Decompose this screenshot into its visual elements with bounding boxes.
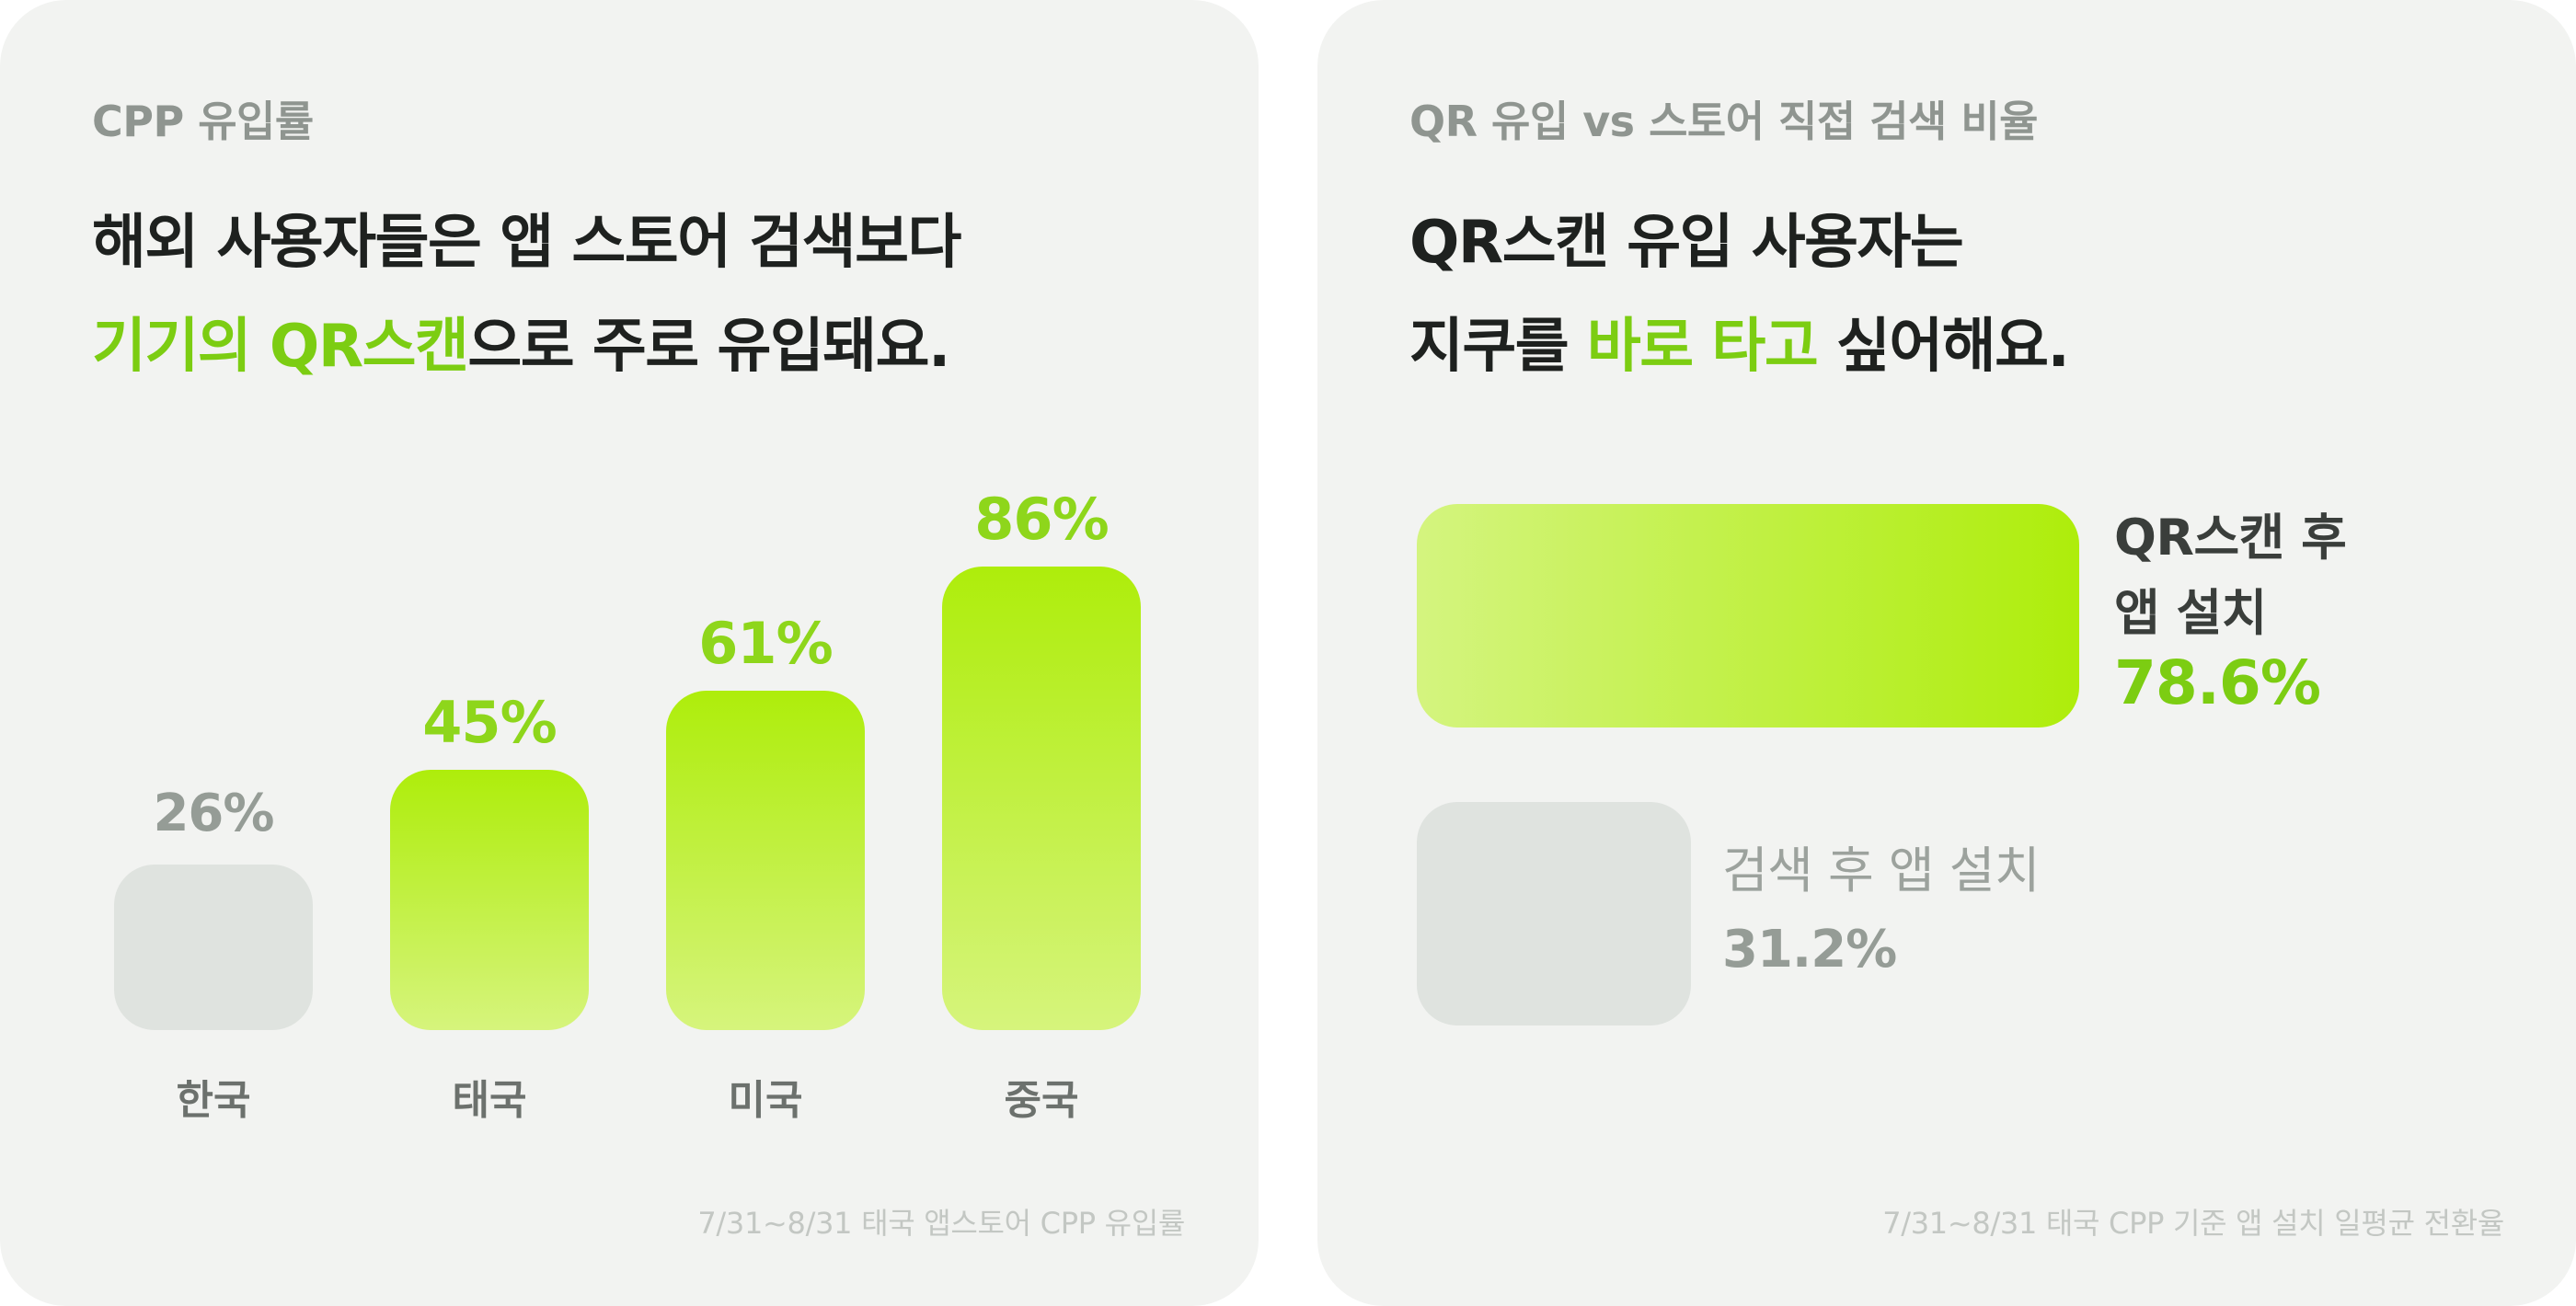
category-label-1: 한국 xyxy=(176,1077,251,1124)
value-search-install: 31.2% xyxy=(1722,920,1897,980)
category-label-4: 중국 xyxy=(1004,1077,1079,1124)
headline-accent: 바로 타고 xyxy=(1586,313,1819,381)
label-qr-install-line-2: 앱 설치 xyxy=(2114,584,2267,642)
qr-vs-search-card: QR 유입 vs 스토어 직접 검색 비율 QR스캔 유입 사용자는 지쿠를 바… xyxy=(1317,0,2576,1306)
bar-4 xyxy=(942,567,1141,1030)
bar-1 xyxy=(114,865,313,1030)
bar-3 xyxy=(666,691,865,1030)
bar-value-label-3: 61% xyxy=(698,610,833,677)
headline-line-2: 지쿠를 바로 타고 싶어해요. xyxy=(1409,317,2070,376)
card-eyebrow: CPP 유입률 xyxy=(92,97,314,146)
cpp-inflow-card: CPP 유입률 해외 사용자들은 앱 스토어 검색보다 기기의 QR스캔으로 주… xyxy=(0,0,1259,1306)
label-qr-install-line-1: QR스캔 후 xyxy=(2114,509,2347,567)
bar-value-label-2: 45% xyxy=(422,689,557,756)
bar-2 xyxy=(390,770,589,1030)
category-label-3: 미국 xyxy=(728,1077,803,1124)
bar-value-label-4: 86% xyxy=(974,486,1109,553)
headline-post: 싶어해요. xyxy=(1817,313,2070,381)
headline-accent: 기기의 QR스캔 xyxy=(92,313,469,381)
chart-footnote: 7/31~8/31 태국 앱스토어 CPP 유입률 xyxy=(697,1206,1185,1241)
headline-line-1: 해외 사용자들은 앱 스토어 검색보다 xyxy=(92,209,961,277)
category-label-2: 태국 xyxy=(452,1077,527,1124)
label-search-install: 검색 후 앱 설치 xyxy=(1722,842,2041,899)
bar-value-label-1: 26% xyxy=(153,784,274,843)
bar-qr-install xyxy=(1417,504,2079,727)
headline-pre: 지쿠를 xyxy=(1409,313,1587,381)
value-qr-install: 78.6% xyxy=(2114,647,2321,718)
headline-line-1: QR스캔 유입 사용자는 xyxy=(1409,209,1964,277)
headline-rest: 으로 주로 유입돼요. xyxy=(467,313,950,381)
chart-footnote: 7/31~8/31 태국 CPP 기준 앱 설치 일평균 전환율 xyxy=(1882,1206,2504,1241)
card-eyebrow: QR 유입 vs 스토어 직접 검색 비율 xyxy=(1409,97,2039,146)
label-qr-install: QR스캔 후 앱 설치 xyxy=(2114,500,2347,651)
bar-search-install xyxy=(1417,802,1691,1025)
headline-line-2: 기기의 QR스캔으로 주로 유입돼요. xyxy=(92,317,950,376)
